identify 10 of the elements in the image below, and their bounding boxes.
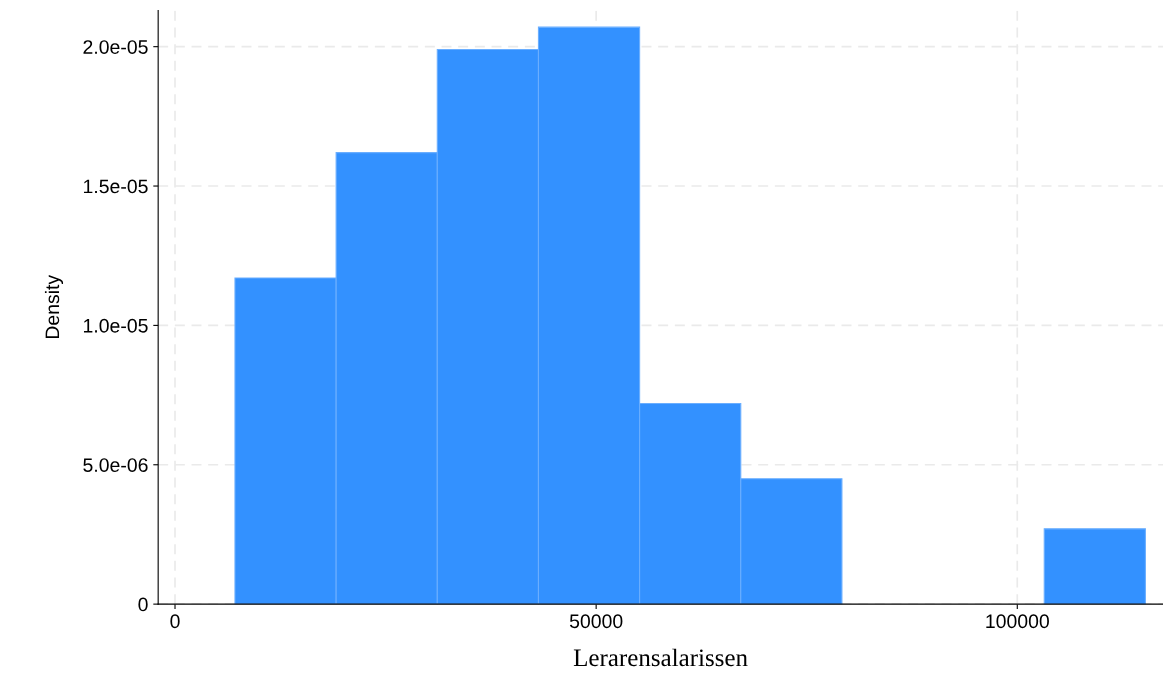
y-tick-label: 2.0e-05 xyxy=(83,40,148,54)
y-axis-title: Density xyxy=(44,274,64,339)
x-tick-label: 100000 xyxy=(986,614,1049,629)
y-tick-label: 5.0e-06 xyxy=(83,458,148,472)
y-tick-label: 1.5e-05 xyxy=(83,179,148,194)
y-tick-label: 1.0e-05 xyxy=(83,318,148,333)
x-tick-label: 50000 xyxy=(569,614,623,629)
x-axis-title: Lerarensalarissen xyxy=(573,648,748,667)
y-tick-label: 0 xyxy=(138,597,148,612)
x-tick-label: 0 xyxy=(170,614,180,629)
